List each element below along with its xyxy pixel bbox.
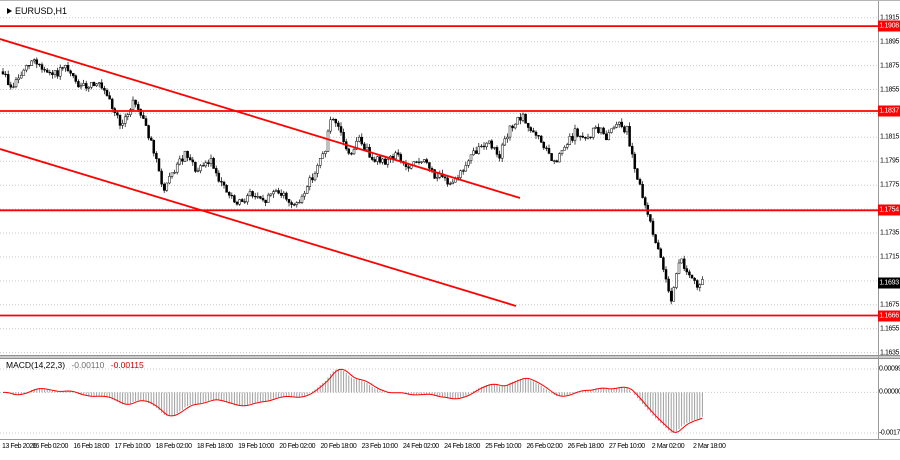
time-axis-label: 24 Feb 02:00 — [402, 443, 439, 450]
symbol-label: EURUSD,H1 — [7, 6, 67, 16]
grid-layer — [0, 17, 878, 354]
price-axis-separator — [878, 1, 879, 439]
level-price-tag: 1.1837 — [878, 105, 900, 117]
time-axis-label: 19 Feb 10:00 — [238, 443, 274, 450]
time-axis-separator — [0, 439, 900, 440]
indicator-label: MACD(14,22,3) -0.00110 -0.00115 — [6, 360, 144, 370]
time-axis[interactable]: 13 Feb 2026 16 Feb 02:00 16 Feb 18:00 17 Fe… — [0, 439, 878, 460]
time-axis-label: 13 Feb 2026 — [2, 443, 37, 450]
time-axis-label: 23 Feb 10:00 — [361, 443, 398, 450]
chart-icon — [7, 8, 12, 14]
time-axis-label: 26 Feb 18:00 — [567, 443, 604, 450]
time-axis-label: 27 Feb 10:00 — [608, 443, 645, 450]
price-grid-label: 1.1875 — [880, 62, 900, 70]
price-grid-label: 1.1855 — [880, 86, 900, 93]
time-axis-label: 2 Mar 18:00 — [692, 443, 726, 450]
price-grid-label: 1.1655 — [880, 325, 900, 333]
time-axis-label: 18 Feb 18:00 — [196, 443, 233, 450]
time-axis-label: 25 Feb 10:00 — [485, 443, 522, 450]
time-axis-label: 18 Feb 02:00 — [155, 443, 192, 450]
panel-splitter[interactable] — [0, 355, 900, 359]
price-axis[interactable]: 1.1915 1.1895 1.1875 1.1855 1.1815 1.1795 1.17… — [878, 1, 900, 439]
price-grid-label: 1.1915 — [880, 14, 900, 22]
price-grid-label: 1.1715 — [880, 253, 900, 261]
price-grid-label: 1.1635 — [880, 349, 900, 357]
indicator-value-main: -0.00110 — [71, 360, 105, 370]
price-grid-label: 1.1775 — [880, 181, 900, 189]
support-resistance-lines — [0, 25, 878, 317]
level-price-tag: 1.1666 — [878, 310, 900, 321]
indicator-name: MACD(14,22,3) — [6, 360, 66, 370]
trendlines-layer — [0, 38, 521, 307]
time-axis-label: 2 Mar 02:00 — [651, 443, 685, 450]
symbol-text: EURUSD,H1 — [15, 6, 68, 16]
macd-axis-label: -0.00172 — [879, 429, 900, 437]
price-grid-label: 1.1675 — [880, 301, 900, 309]
price-grid-label: 1.1735 — [880, 229, 900, 237]
time-axis-label: 24 Feb 18:00 — [444, 443, 480, 450]
current-price-tag: 1.1693 — [878, 277, 900, 289]
level-price-tag: 1.1908 — [878, 20, 900, 32]
time-axis-label: 20 Feb 18:00 — [320, 443, 357, 450]
time-axis-label: 17 Feb 10:00 — [114, 443, 151, 450]
candles-layer — [1, 57, 704, 305]
price-grid-label: 1.1815 — [880, 133, 900, 141]
time-axis-label: 20 Feb 02:00 — [279, 443, 316, 450]
indicator-value-signal: -0.00115 — [110, 360, 144, 370]
price-grid-label: 1.1795 — [880, 157, 900, 165]
price-grid-label: 1.1895 — [880, 38, 900, 46]
macd-layer — [0, 368, 878, 434]
time-axis-label: 26 Feb 02:00 — [526, 443, 563, 450]
level-price-tag: 1.1754 — [878, 204, 900, 216]
macd-axis-label: 0.00000 — [879, 388, 900, 396]
macd-axis-label: 0.00099 — [879, 365, 900, 373]
time-axis-label: 16 Feb 18:00 — [73, 443, 110, 450]
time-axis-label: 16 Feb 02:00 — [32, 443, 68, 450]
